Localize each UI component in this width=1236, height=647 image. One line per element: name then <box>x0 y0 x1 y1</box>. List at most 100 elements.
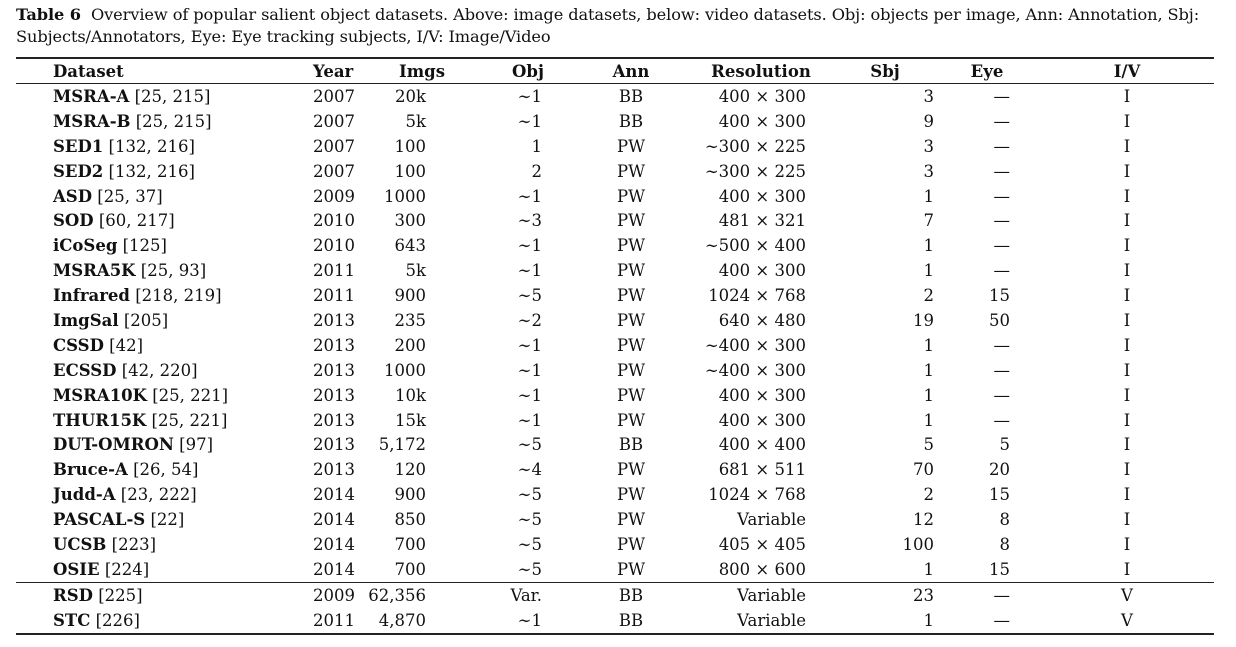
ann-cell: PW <box>616 310 646 330</box>
sbj-value: 2 <box>923 485 935 505</box>
dataset-refs: [23, 222] <box>120 485 197 505</box>
dataset-refs: [25, 93] <box>140 261 207 281</box>
dataset-cell: OSIE [224] <box>16 557 268 582</box>
dataset-name: MSRA-A <box>53 86 130 106</box>
eye-cell: — <box>934 581 1040 608</box>
table-row: OSIE [224] 2014 700 ∼5 PW 800 × 600 1 15 I <box>16 557 1214 582</box>
header-eye: Eye <box>934 57 1040 84</box>
imgs-cell: 4,870 <box>364 607 480 635</box>
caption-label: Table 6 <box>16 5 81 24</box>
sbj-value: 1 <box>923 186 935 206</box>
dataset-name: Bruce-A <box>53 460 128 480</box>
year-cell: 2014 <box>313 534 355 554</box>
table-row: CSSD [42] 2013 200 ∼1 PW ∼400 × 300 1 — I <box>16 333 1214 358</box>
ann-cell: BB <box>576 607 686 635</box>
ann-cell: BB <box>576 581 686 608</box>
dataset-name: SED1 <box>53 136 104 156</box>
ann-cell: PW <box>616 211 646 231</box>
ann-cell: PW <box>616 485 646 505</box>
table-row: MSRA10K [25, 221] 2013 10k ∼1 PW 400 × 300 1 — I <box>16 383 1214 408</box>
dataset-refs: [226] <box>95 610 140 630</box>
dataset-cell: ImgSal [205] <box>16 308 268 333</box>
resolution-cell: 481 × 321 <box>718 211 806 231</box>
sbj-cell: 9 <box>836 109 935 134</box>
dataset-name: ASD <box>53 186 93 206</box>
iv-cell: I <box>1123 385 1131 405</box>
ann-cell: PW <box>616 186 646 206</box>
imgs-cell: 10k <box>395 385 426 405</box>
iv-cell: I <box>1123 534 1131 554</box>
table-row: SED1 [132, 216] 2007 100 1 PW ∼300 × 225 3 — I <box>16 134 1214 159</box>
sbj-value: 23 <box>913 585 934 605</box>
iv-cell: I <box>1123 410 1131 430</box>
dataset-refs: [22] <box>150 510 185 530</box>
imgs-cell: 235 <box>394 310 427 330</box>
resolution-cell: 400 × 300 <box>718 111 806 131</box>
dataset-cell: DUT-OMRON [97] <box>16 432 268 457</box>
resolution-cell: 405 × 405 <box>718 534 806 554</box>
year-cell: 2007 <box>313 86 355 106</box>
year-cell: 2007 <box>313 111 355 131</box>
sbj-value: 1 <box>923 261 935 281</box>
caption-text: Overview of popular salient object datas… <box>16 5 1200 46</box>
ann-cell: PW <box>616 286 646 306</box>
obj-cell: ∼5 <box>517 559 542 579</box>
year-cell: 2011 <box>313 286 355 306</box>
iv-cell: I <box>1123 261 1131 281</box>
dataset-name: SOD <box>53 211 94 231</box>
dataset-name: OSIE <box>53 559 100 579</box>
imgs-cell: 1000 <box>384 186 426 206</box>
year-cell: 2010 <box>313 211 355 231</box>
table-row: UCSB [223] 2014 700 ∼5 PW 405 × 405 100 8 I <box>16 532 1214 557</box>
sbj-value: 19 <box>913 310 934 330</box>
eye-cell: — <box>993 236 1011 256</box>
dataset-cell: STC [226] <box>16 607 268 635</box>
dataset-name: DUT-OMRON <box>53 435 174 455</box>
header-year: Year <box>268 57 364 84</box>
year-cell: 2013 <box>313 460 355 480</box>
iv-cell: I <box>1123 286 1131 306</box>
sbj-value: 1 <box>923 385 935 405</box>
resolution-cell: Variable <box>737 510 806 530</box>
year-cell: 2013 <box>313 335 355 355</box>
sbj-value: 1 <box>923 236 935 256</box>
dataset-refs: [25, 215] <box>134 86 211 106</box>
dataset-cell: MSRA-B [25, 215] <box>16 109 268 134</box>
sbj-value: 1 <box>923 360 935 380</box>
obj-cell: ∼1 <box>517 335 542 355</box>
sbj-cell: 3 <box>836 159 935 184</box>
table-row: SOD [60, 217] 2010 300 ∼3 PW 481 × 321 7 — I <box>16 208 1214 233</box>
dataset-name: iCoSeg <box>53 236 118 256</box>
resolution-cell: 400 × 300 <box>718 261 806 281</box>
sbj-cell: 1 <box>836 184 935 209</box>
dataset-cell: SOD [60, 217] <box>16 208 268 233</box>
iv-cell: I <box>1123 435 1131 455</box>
sbj-cell: 1 <box>836 408 935 433</box>
dataset-refs: [42, 220] <box>121 360 198 380</box>
table-row: ECSSD [42, 220] 2013 1000 ∼1 PW ∼400 × 300 1 — I <box>16 358 1214 383</box>
table-row: RSD [225] 2009 62,356 Var. BB Variable 23— V <box>16 581 1214 608</box>
imgs-cell: 5k <box>405 111 427 131</box>
iv-cell: I <box>1123 335 1131 355</box>
table-caption: Table 6 Overview of popular salient objec… <box>16 4 1221 48</box>
iv-cell: I <box>1123 510 1131 530</box>
sbj-cell: 1 <box>836 333 935 358</box>
dataset-cell: THUR15K [25, 221] <box>16 408 268 433</box>
sbj-value: 9 <box>923 111 935 131</box>
imgs-cell: 20k <box>395 86 426 106</box>
sbj-cell: 1 <box>836 358 935 383</box>
dataset-cell: MSRA10K [25, 221] <box>16 383 268 408</box>
resolution-cell: Variable <box>686 581 836 608</box>
sbj-value: 1 <box>923 410 935 430</box>
table-row: MSRA5K [25, 93] 2011 5k ∼1 PW 400 × 300 1 — I <box>16 258 1214 283</box>
obj-cell: ∼2 <box>517 310 542 330</box>
iv-cell: I <box>1123 161 1131 181</box>
table-row: MSRA-A [25, 215] 2007 20k ∼1 BB 400 × 300 3 — I <box>16 84 1214 109</box>
imgs-cell: 5,172 <box>378 435 426 455</box>
dataset-cell: MSRA5K [25, 93] <box>16 258 268 283</box>
header-iv: I/V <box>1040 57 1214 84</box>
sbj-cell: 70 <box>836 457 934 482</box>
eye-cell: 5 <box>999 435 1011 455</box>
dataset-refs: [223] <box>111 534 157 554</box>
imgs-cell: 300 <box>394 211 427 231</box>
